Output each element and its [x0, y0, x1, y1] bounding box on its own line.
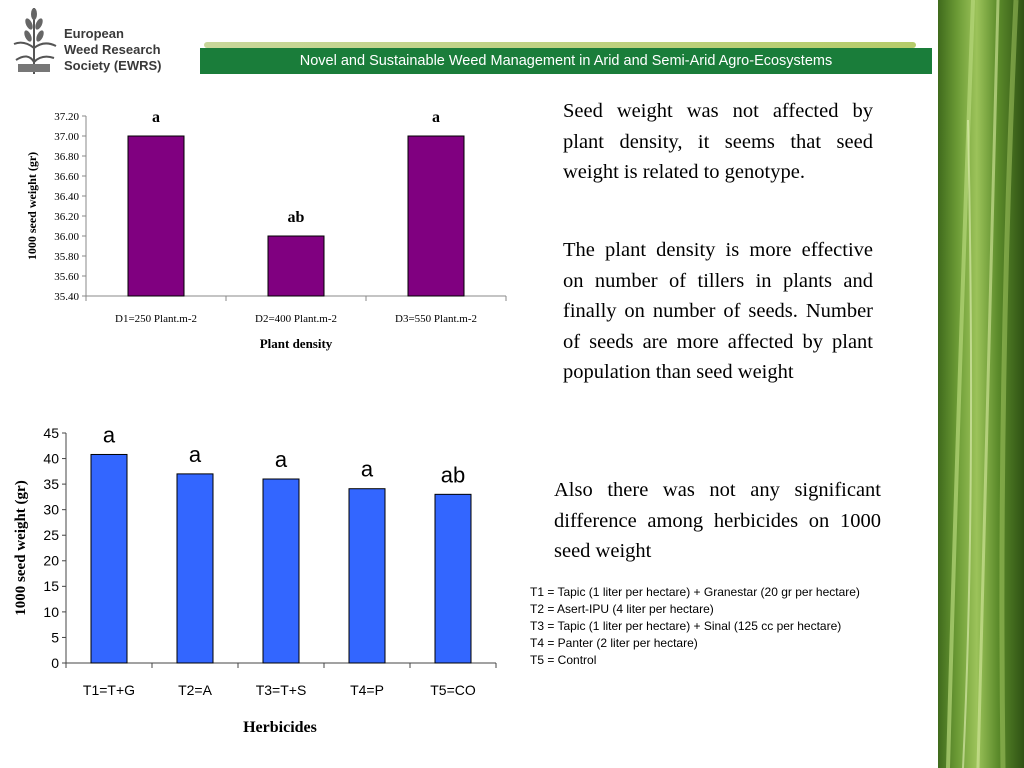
y-tick-label: 5	[51, 629, 59, 645]
y-tick-label: 20	[43, 553, 59, 569]
bar	[127, 135, 185, 297]
x-tick-label: D1=250 Plant.m-2	[115, 313, 197, 325]
treatment-item: T4 = Panter (2 liter per hectare)	[530, 636, 698, 650]
chart2-y-axis-label: 1000 seed weight (gr)	[13, 480, 29, 615]
wheat-decoration	[938, 0, 1024, 768]
y-tick-label: 36.80	[54, 151, 79, 163]
chart2-x-axis-label: Herbicides	[243, 719, 317, 736]
y-tick-label: 35	[43, 476, 59, 492]
x-tick-label: D3=550 Plant.m-2	[395, 313, 477, 325]
y-tick-label: 37.20	[54, 111, 79, 123]
x-tick-label: D2=400 Plant.m-2	[255, 313, 337, 325]
data-label: a	[275, 447, 288, 472]
x-tick-label: T1=T+G	[83, 682, 135, 698]
org-name-line3: Society (EWRS)	[64, 58, 162, 73]
treatment-item: T1 = Tapic (1 liter per hectare) + Grane…	[530, 585, 860, 599]
treatment-item: T2 = Asert-IPU (4 liter per hectare)	[530, 602, 714, 616]
bar	[90, 453, 128, 664]
data-label: ab	[441, 462, 465, 487]
y-tick-label: 15	[43, 578, 59, 594]
bar	[348, 488, 386, 664]
data-label: a	[432, 109, 440, 126]
y-tick-label: 36.60	[54, 171, 79, 183]
treatment-item: T3 = Tapic (1 liter per hectare) + Sinal…	[530, 619, 842, 633]
y-tick-label: 45	[43, 425, 59, 441]
y-tick-label: 36.00	[54, 231, 79, 243]
y-tick-label: 25	[43, 527, 59, 543]
x-tick-label: T3=T+S	[256, 682, 307, 698]
y-tick-label: 36.20	[54, 211, 79, 223]
y-tick-label: 35.60	[54, 271, 79, 283]
bar	[176, 473, 214, 664]
ewrs-logo-icon	[13, 8, 57, 74]
data-label: a	[189, 442, 202, 467]
paragraph-herbicides: Also there was not any significant diffe…	[554, 479, 881, 562]
bar	[262, 478, 300, 664]
y-tick-label: 37.00	[54, 131, 79, 143]
banner-accent-line	[204, 42, 916, 48]
y-tick-label: 40	[43, 450, 59, 466]
data-label: a	[152, 109, 160, 126]
y-tick-label: 35.40	[54, 291, 79, 303]
bar	[267, 235, 325, 297]
data-label: ab	[288, 209, 305, 226]
data-label: a	[103, 422, 116, 447]
org-name-line1: European	[64, 26, 124, 41]
bar	[434, 493, 472, 664]
y-tick-label: 10	[43, 604, 59, 620]
paragraph-plant-density: The plant density is more effective on n…	[563, 239, 873, 383]
y-tick-label: 30	[43, 502, 59, 518]
y-tick-label: 36.40	[54, 191, 79, 203]
y-tick-label: 35.80	[54, 251, 79, 263]
chart1-y-axis-label: 1000 seed weight (gr)	[25, 152, 39, 260]
org-name-line2: Weed Research	[64, 42, 161, 57]
data-label: a	[361, 457, 374, 482]
treatment-legend: T1 = Tapic (1 liter per hectare) + Grane…	[530, 584, 860, 669]
y-tick-label: 0	[51, 655, 59, 671]
treatment-item: T5 = Control	[530, 653, 597, 667]
x-tick-label: T2=A	[178, 682, 213, 698]
chart1-x-axis-label: Plant density	[260, 336, 333, 351]
bar	[407, 135, 465, 297]
paragraph-seed-weight: Seed weight was not affected by plant de…	[563, 100, 873, 183]
x-tick-label: T5=CO	[430, 682, 476, 698]
org-name: European Weed Research Society (EWRS)	[64, 26, 162, 74]
x-tick-label: T4=P	[350, 682, 384, 698]
title-banner: Novel and Sustainable Weed Management in…	[200, 48, 932, 74]
